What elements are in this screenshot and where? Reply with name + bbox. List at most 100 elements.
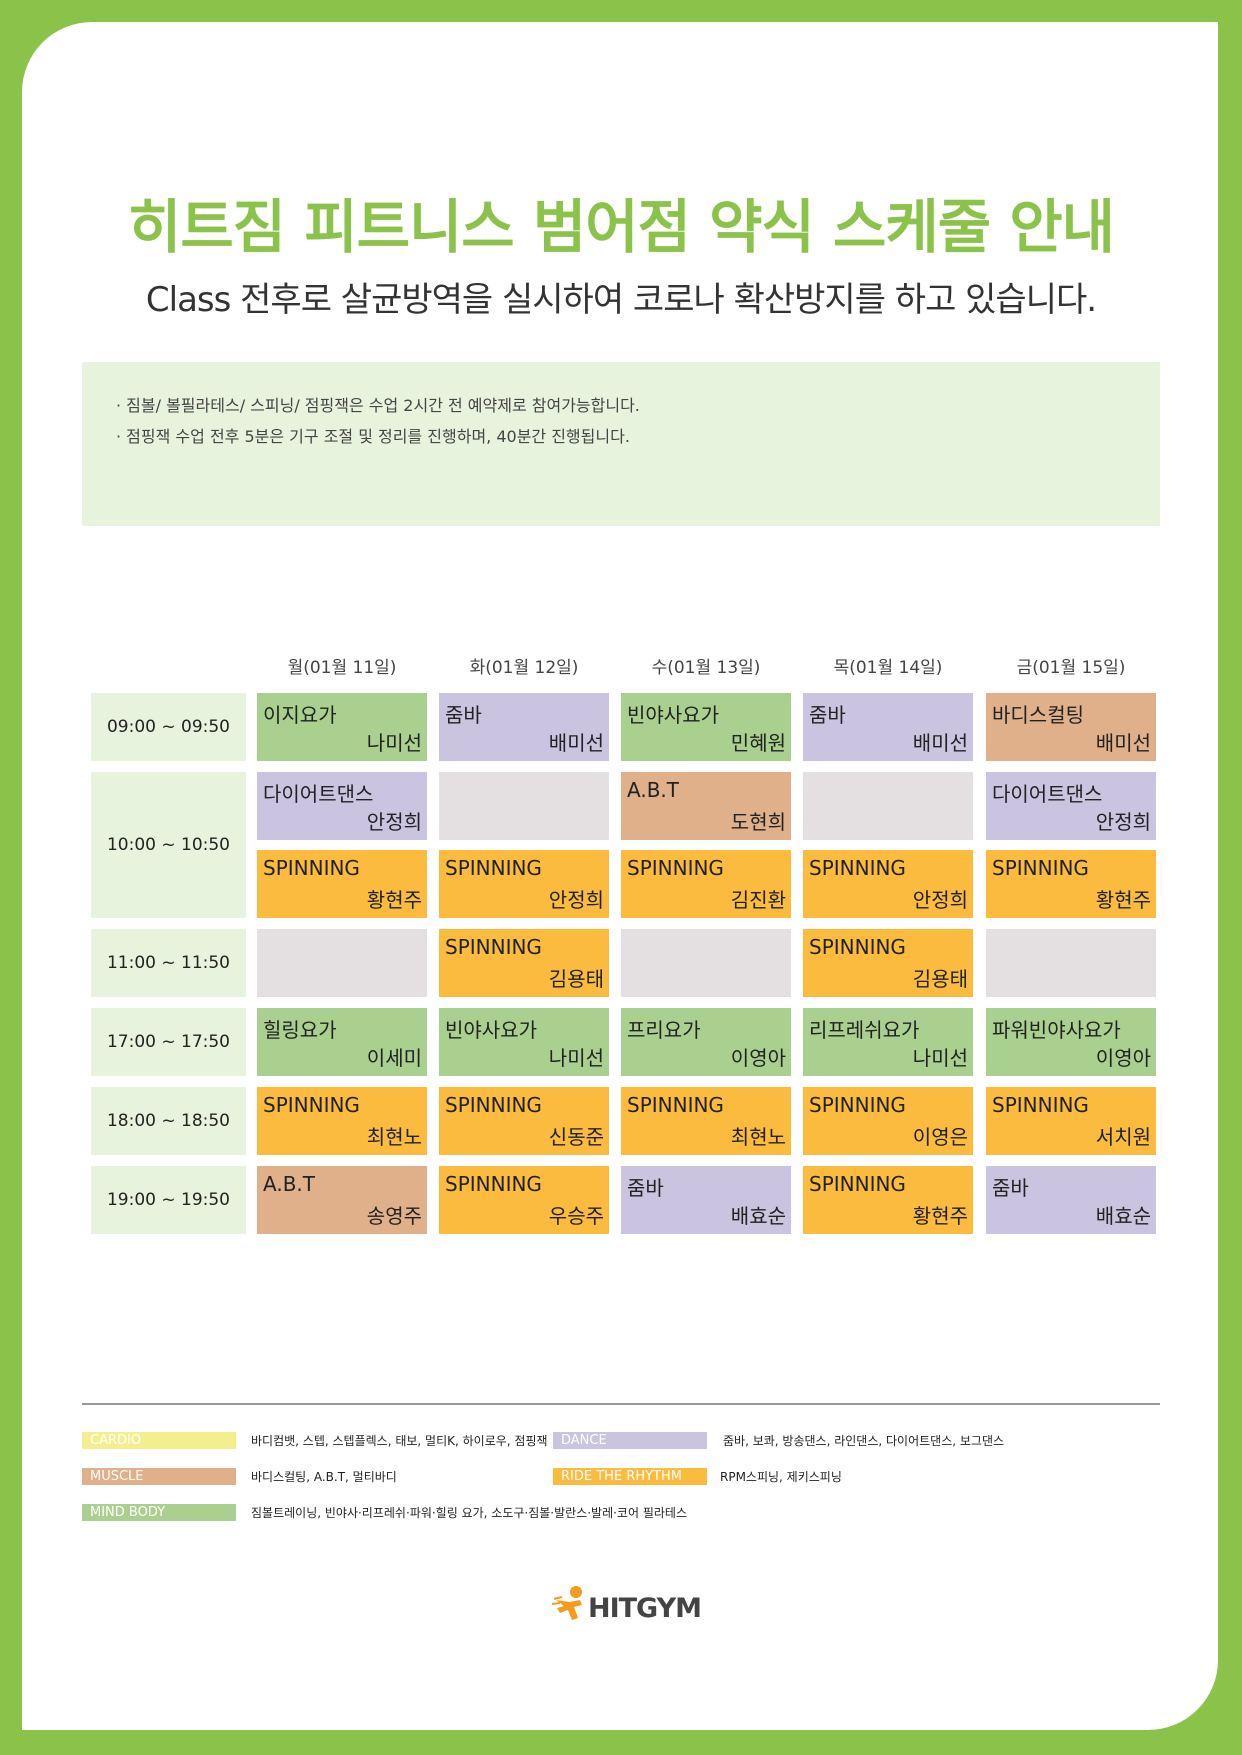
instructor-name: 민혜원 (730, 731, 786, 755)
class-cell: SPINNING 안정희 (439, 850, 609, 918)
instructor-name: 나미선 (548, 1046, 604, 1070)
class-cell (621, 929, 791, 997)
class-cell: SPINNING 김용태 (439, 929, 609, 997)
time-slot: 10:00 ~ 10:50 (91, 772, 246, 918)
class-name: SPINNING (263, 856, 360, 880)
logo-text: HITGYM (588, 1593, 702, 1624)
legend-tag-muscle: MUSCLE (82, 1468, 236, 1485)
instructor-name: 이영은 (912, 1125, 968, 1149)
instructor-name: 이영아 (730, 1046, 786, 1070)
instructor-name: 배미선 (548, 731, 604, 755)
time-slot: 09:00 ~ 09:50 (91, 693, 246, 761)
class-name: 줌바 (809, 703, 846, 727)
instructor-name: 김용태 (912, 967, 968, 991)
instructor-name: 안정희 (1095, 810, 1151, 834)
class-name: 빈야사요가 (445, 1018, 537, 1042)
class-name: 줌바 (627, 1176, 664, 1200)
legend-desc-muscle: 바디스컬팅, A.B.T, 멀티바디 (251, 1470, 397, 1484)
class-cell: SPINNING 김용태 (803, 929, 973, 997)
class-cell: SPINNING 황현주 (803, 1166, 973, 1234)
day-header: 화(01월 12일) (469, 658, 579, 678)
page-subtitle: Class 전후로 살균방역을 실시하여 코로나 확산방지를 하고 있습니다. (145, 280, 1097, 320)
instructor-name: 배미선 (1095, 731, 1151, 755)
instructor-name: 송영주 (366, 1204, 422, 1228)
class-cell: SPINNING 안정희 (803, 850, 973, 918)
time-slot: 17:00 ~ 17:50 (91, 1008, 246, 1076)
instructor-name: 최현노 (730, 1125, 786, 1149)
instructor-name: 배효순 (1095, 1204, 1151, 1228)
class-name: 다이어트댄스 (992, 782, 1103, 806)
divider (82, 1403, 1160, 1405)
class-name: A.B.T (627, 778, 679, 802)
class-cell (986, 929, 1156, 997)
page-title: 히트짐 피트니스 범어점 약식 스케줄 안내 (127, 193, 1115, 261)
class-name: SPINNING (627, 1093, 724, 1117)
class-cell: 힐링요가 이세미 (257, 1008, 427, 1076)
class-cell: A.B.T 도현희 (621, 772, 791, 840)
instructor-name: 배미선 (912, 731, 968, 755)
instructor-name: 황현주 (912, 1204, 968, 1228)
class-cell (257, 929, 427, 997)
instructor-name: 도현희 (730, 810, 786, 834)
instructor-name: 김용태 (548, 967, 604, 991)
instructor-name: 안정희 (548, 888, 604, 912)
class-name: 줌바 (445, 703, 482, 727)
instructor-name: 나미선 (912, 1046, 968, 1070)
instructor-name: 나미선 (366, 731, 422, 755)
class-cell: SPINNING 서치원 (986, 1087, 1156, 1155)
class-name: SPINNING (445, 1093, 542, 1117)
legend-desc-ride: RPM스피닝, 제키스피닝 (720, 1470, 842, 1484)
class-cell: SPINNING 우승주 (439, 1166, 609, 1234)
class-name: A.B.T (263, 1172, 315, 1196)
time-slot: 18:00 ~ 18:50 (91, 1087, 246, 1155)
day-header: 월(01월 11일) (287, 658, 397, 678)
class-name: SPINNING (627, 856, 724, 880)
class-name: 힐링요가 (263, 1018, 337, 1042)
instructor-name: 황현주 (366, 888, 422, 912)
instructor-name: 안정희 (366, 810, 422, 834)
class-name: SPINNING (809, 935, 906, 959)
class-name: SPINNING (992, 856, 1089, 880)
time-slot: 11:00 ~ 11:50 (91, 929, 246, 997)
day-header: 금(01월 15일) (1016, 658, 1126, 678)
class-name: SPINNING (445, 856, 542, 880)
class-cell: SPINNING 김진환 (621, 850, 791, 918)
instructor-name: 신동준 (548, 1125, 604, 1149)
instructor-name: 이영아 (1095, 1046, 1151, 1070)
notice-line: · 점핑잭 수업 전후 5분은 기구 조절 및 정리를 진행하며, 40분간 진… (116, 427, 630, 446)
runner-icon (552, 1586, 582, 1620)
legend-desc-mind-body: 짐볼트레이닝, 빈야사·리프레쉬·파워·힐링 요가, 소도구·짐볼·발란스·발레… (251, 1506, 687, 1520)
class-cell: SPINNING 최현노 (257, 1087, 427, 1155)
legend-desc-cardio: 바디컴뱃, 스텝, 스텝플렉스, 태보, 멀티K, 하이로우, 점핑잭 (251, 1434, 548, 1448)
time-slot: 19:00 ~ 19:50 (91, 1166, 246, 1234)
day-header: 목(01월 14일) (833, 658, 943, 678)
class-name: 다이어트댄스 (263, 782, 374, 806)
class-cell: SPINNING 신동준 (439, 1087, 609, 1155)
class-name: 파워빈야사요가 (992, 1018, 1121, 1042)
class-cell (803, 772, 973, 840)
class-name: 리프레쉬요가 (809, 1018, 920, 1042)
legend-tag-cardio: CARDIO (82, 1432, 236, 1449)
class-name: 빈야사요가 (627, 703, 719, 727)
day-header: 수(01월 13일) (651, 658, 761, 678)
instructor-name: 배효순 (730, 1204, 786, 1228)
class-name: SPINNING (263, 1093, 360, 1117)
class-name: 바디스컬팅 (992, 703, 1084, 727)
class-cell: SPINNING 이영은 (803, 1087, 973, 1155)
class-name: SPINNING (992, 1093, 1089, 1117)
class-name: 줌바 (992, 1176, 1029, 1200)
class-name: 프리요가 (627, 1018, 701, 1042)
legend-tag-mind-body: MIND BODY (82, 1504, 236, 1521)
class-name: SPINNING (445, 1172, 542, 1196)
class-cell: SPINNING 황현주 (986, 850, 1156, 918)
legend-tag-dance: DANCE (553, 1432, 707, 1449)
